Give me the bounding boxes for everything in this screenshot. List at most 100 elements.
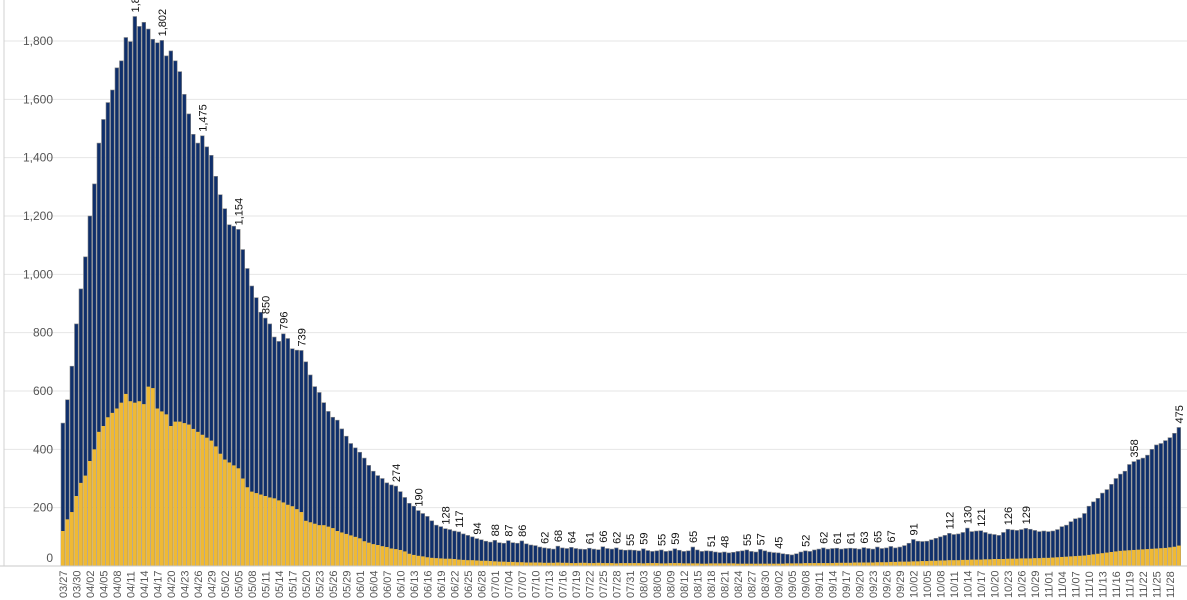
bar-lower [578,562,583,566]
bar-lower [245,487,250,566]
bar-lower [862,562,866,566]
data-label: 62 [611,532,623,544]
data-label: 117 [454,510,466,528]
bar-lower [502,561,506,566]
bar-lower [1118,550,1123,566]
bar-lower [479,560,484,566]
bar-lower [1001,559,1006,566]
x-tick-label: 07/13 [544,570,556,598]
x-tick-label: 06/10 [395,570,407,598]
bar-lower [569,563,574,566]
data-label: 55 [656,534,668,546]
bar-lower [443,558,448,566]
bar-lower [574,563,578,566]
x-tick-label: 07/19 [571,570,583,598]
bar-lower [317,525,322,566]
y-tick-label: 0 [46,551,53,565]
bar-lower [484,560,488,566]
bar-lower [974,559,979,566]
bar-lower [214,446,218,566]
bar-lower [488,561,493,566]
x-tick-label: 07/28 [611,570,623,598]
bar-lower [830,563,835,566]
bar-lower [92,449,97,566]
x-tick-label: 06/01 [355,570,367,598]
bar-lower [790,563,794,566]
bar-lower [466,560,470,566]
bar-lower [844,562,848,566]
bar-lower [1123,550,1127,566]
bar-lower [1073,556,1078,566]
bar-total [1176,427,1182,567]
bar-lower [659,563,664,566]
x-tick-label: 05/26 [328,570,340,598]
bar-lower [196,431,200,566]
x-tick-label: 08/12 [679,570,691,598]
bar-lower [907,561,911,566]
bar-lower [970,559,974,566]
bar-lower [605,563,610,566]
data-label: 126 [1003,507,1015,525]
bar-lower [1136,549,1141,566]
bar-lower [776,563,781,566]
bar-lower [520,562,524,566]
data-label: 88 [490,524,502,536]
x-tick-label: 05/20 [301,570,313,598]
bar-lower [1159,548,1163,566]
bar-lower [146,386,151,566]
bar-lower [803,563,808,566]
bar-lower [628,563,632,566]
bar-lower [610,563,614,566]
x-tick-label: 06/19 [436,570,448,598]
x-tick-label: 06/22 [449,570,461,598]
bar-total [744,549,750,567]
bar-lower [902,561,907,566]
data-label: 55 [625,534,637,546]
bar-lower [1028,558,1033,566]
bar-lower [839,562,844,566]
bar-lower [641,563,646,566]
bar-lower [871,562,875,566]
bar-lower [128,401,133,566]
x-tick-label: 05/02 [220,570,232,598]
bar-lower [1082,555,1087,566]
bar-lower [709,563,713,566]
bar-lower [1127,550,1132,566]
bar-lower [1051,557,1055,566]
bar-lower [250,491,254,566]
bar-lower [515,562,520,566]
bar-lower [551,562,556,566]
bar-lower [70,512,74,566]
x-tick-label: 11/01 [1043,571,1055,598]
x-tick-label: 09/23 [868,570,880,598]
data-label: 66 [598,531,610,543]
data-label: 112 [944,512,956,530]
data-label: 796 [278,311,290,329]
bar-lower [470,560,475,566]
x-tick-label: 05/11 [260,571,272,598]
bar-lower [898,561,902,566]
bar-lower [74,496,79,566]
bar-lower [191,428,196,566]
x-tick-label: 06/25 [463,570,475,598]
bar-lower [1141,549,1145,566]
data-label: 59 [670,533,682,545]
bar-lower [421,556,425,566]
bar-lower [1177,545,1181,566]
y-tick-label: 1,000 [23,267,53,281]
data-label: 91 [908,523,920,535]
bar-lower [938,560,943,566]
x-tick-label: 03/30 [71,570,83,598]
data-label: 61 [584,532,596,544]
y-tick-label: 1,400 [23,151,53,165]
bar-lower [425,557,430,566]
x-tick-label: 04/05 [98,570,110,598]
bar-lower [893,561,898,566]
x-tick-label: 06/13 [409,570,421,598]
bar-lower [736,563,740,566]
bar-lower [367,542,371,566]
x-tick-label: 10/26 [1016,570,1028,598]
bar-lower [673,563,677,566]
bar-total [1158,443,1164,567]
bar-lower [376,545,380,566]
